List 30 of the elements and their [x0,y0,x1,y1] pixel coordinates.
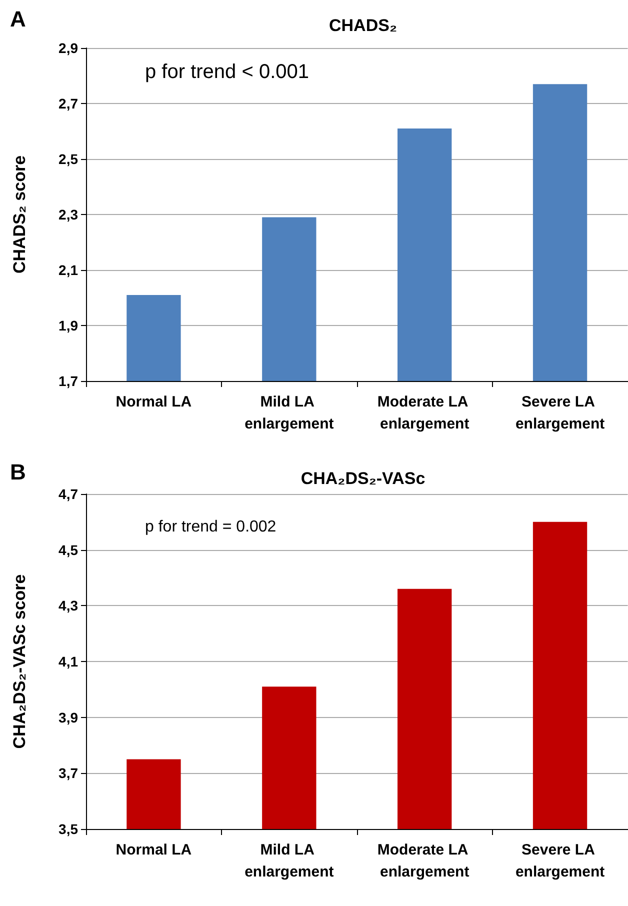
y-tick-label: 2,1 [58,262,78,278]
chart-title: CHA₂DS₂-VASc [300,469,426,488]
x-tick-label: Mild LA enlargement [244,394,334,432]
annotation: p for trend < 0.001 [145,61,310,83]
y-tick-label: 3,5 [58,821,78,837]
x-tick-label: Mild LA enlargement [244,842,334,880]
y-axis-title: CHA₂DS₂-VASc score [10,574,29,749]
chart-title: CHADS₂ [329,16,397,35]
text: B [10,460,26,484]
x-tick-label: Normal LA [116,394,192,410]
x-tick-label: Severe LA enlargement [515,394,605,432]
x-tick-label: Moderate LA enlargement [377,394,472,432]
y-tick-label: 1,9 [58,318,78,334]
x-tick-label: Normal LA [116,842,192,858]
x-tick-label: Severe LA enlargement [515,842,605,880]
y-tick-label: 3,9 [58,709,78,726]
y-tick-label: 4,7 [58,486,78,502]
y-tick-label: 2,3 [58,206,78,222]
y-tick-label: 1,7 [58,373,78,389]
y-tick-label: 3,7 [58,765,78,782]
y-tick-label: 4,5 [58,542,78,558]
y-tick-label: 4,1 [58,654,78,670]
y-axis-title: CHADS₂ score [10,155,29,274]
y-tick-label: 2,5 [58,151,78,167]
y-tick-label: 2,9 [58,40,78,56]
annotation: p for trend = 0.002 [145,518,276,536]
x-tick-label: Moderate LA enlargement [377,842,472,880]
y-tick-label: 4,3 [58,598,78,614]
text: A [10,6,26,32]
y-tick-label: 2,7 [58,96,78,112]
